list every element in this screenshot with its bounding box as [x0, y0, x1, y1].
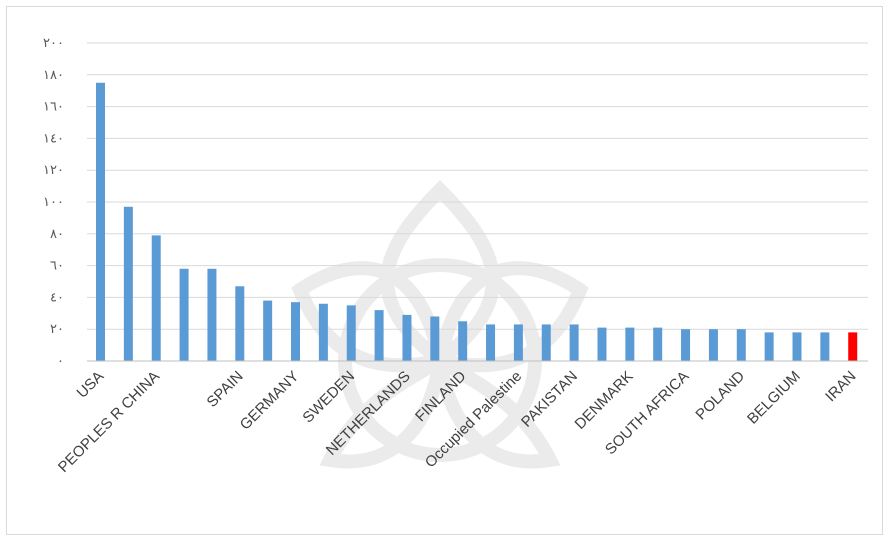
bar	[263, 300, 273, 361]
x-tick-label: SPAIN	[204, 368, 247, 411]
bar	[235, 286, 245, 361]
bar	[736, 329, 746, 361]
bar	[291, 302, 301, 361]
y-tick-label: ١٢٠	[43, 163, 64, 178]
bar	[346, 305, 356, 361]
bar	[708, 329, 718, 361]
bar	[764, 332, 774, 361]
bar	[486, 324, 496, 361]
x-tick-label: Occupied Palestine	[422, 368, 525, 471]
bar	[458, 321, 468, 361]
y-tick-label: ١٠٠	[43, 195, 64, 210]
bars	[96, 82, 858, 361]
x-tick-label: PEOPLES R CHINA	[55, 368, 163, 476]
bar	[848, 332, 858, 361]
y-tick-label: ١٨٠	[43, 68, 64, 83]
bar	[318, 303, 328, 361]
x-tick-label: IRAN	[822, 368, 859, 405]
bar	[96, 82, 105, 361]
y-tick-label: ٤٠	[50, 290, 64, 305]
y-tick-label: ٨٠	[50, 227, 64, 242]
x-tick-label: POLAND	[692, 368, 748, 424]
bar	[569, 324, 579, 361]
x-tick-label: GERMANY	[237, 368, 303, 434]
y-tick-label: ٦٠	[50, 259, 64, 274]
bar	[597, 327, 607, 361]
x-tick-label: USA	[73, 368, 107, 402]
bar	[625, 327, 635, 361]
bar	[820, 332, 830, 361]
gridlines	[87, 42, 868, 330]
x-tick-label: BELGIUM	[744, 368, 804, 428]
y-tick-label: ١٤٠	[43, 131, 64, 146]
y-tick-label: ٠	[57, 354, 64, 369]
y-axis-tick-labels: ٠ ٢٠ ٤٠ ٦٠ ٨٠ ١٠٠ ١٢٠ ١٤٠ ١٦٠ ١٨٠ ٢٠٠	[43, 36, 64, 369]
x-tick-label: SWEDEN	[299, 368, 358, 427]
bar	[179, 268, 189, 361]
bar	[681, 329, 691, 361]
bar	[207, 268, 217, 361]
bar	[792, 332, 802, 361]
y-tick-label: ١٦٠	[43, 100, 64, 115]
bar	[123, 206, 133, 361]
bar	[151, 235, 161, 361]
bar	[430, 316, 440, 361]
bar	[374, 310, 384, 361]
y-tick-label: ٢٠	[50, 322, 64, 337]
y-tick-label: ٢٠٠	[43, 36, 64, 51]
bar	[513, 324, 523, 361]
x-tick-label: FINLAND	[412, 368, 470, 426]
bar	[541, 324, 551, 361]
bar	[653, 327, 663, 361]
bar	[402, 314, 412, 361]
